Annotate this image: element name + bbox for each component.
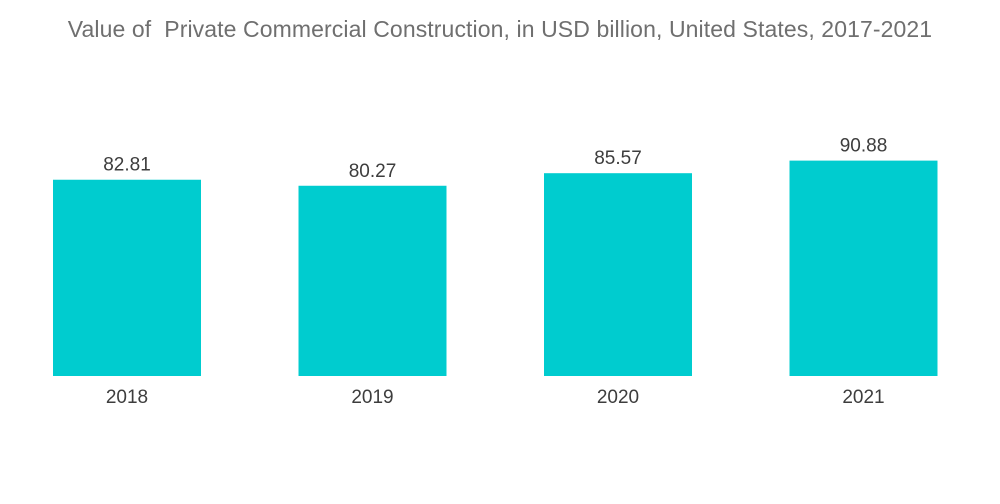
x-axis-ticks: 2018 2019 2020 2021 <box>106 387 885 408</box>
bar-2021 <box>789 160 938 376</box>
value-labels-group: 82.81 80.27 85.57 90.88 <box>103 136 887 182</box>
bar-2018 <box>53 179 201 376</box>
chart-title: Value of Private Commercial Construction… <box>67 16 933 42</box>
bar-2019 <box>298 185 447 376</box>
x-tick-label-2021: 2021 <box>842 387 884 408</box>
value-label-2021: 90.88 <box>840 136 888 157</box>
x-tick-label-2020: 2020 <box>597 387 639 408</box>
value-label-2019: 80.27 <box>349 161 397 182</box>
value-label-2020: 85.57 <box>594 148 642 169</box>
x-tick-label-2018: 2018 <box>106 387 148 408</box>
bars-group <box>53 160 938 376</box>
x-tick-label-2019: 2019 <box>351 387 393 408</box>
value-label-2018: 82.81 <box>103 155 151 176</box>
bar-2020 <box>544 173 692 376</box>
